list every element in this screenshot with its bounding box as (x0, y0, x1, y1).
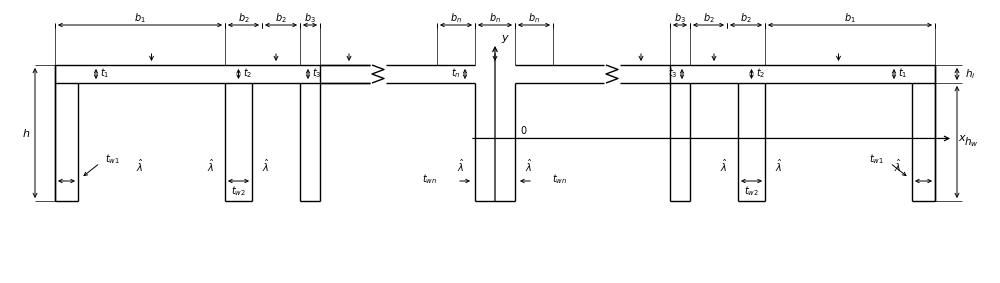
Text: $b_3$: $b_3$ (304, 11, 316, 25)
Text: $\hat{\lambda}$: $\hat{\lambda}$ (775, 158, 783, 174)
Text: $t_3$: $t_3$ (668, 66, 678, 80)
Text: $t_{wn}$: $t_{wn}$ (422, 172, 438, 186)
Text: $0$: $0$ (520, 125, 528, 136)
Text: $b_2$: $b_2$ (238, 11, 249, 25)
Text: $\hat{\lambda}$: $\hat{\lambda}$ (457, 158, 465, 174)
Text: $b_2$: $b_2$ (275, 11, 287, 25)
Text: $t_{w1}$: $t_{w1}$ (105, 152, 121, 166)
Text: $b_n$: $b_n$ (528, 11, 540, 25)
Text: $t_3$: $t_3$ (312, 66, 322, 80)
Text: $t_n$: $t_n$ (451, 66, 461, 80)
Text: $t_2$: $t_2$ (243, 66, 252, 80)
Text: $h_w$: $h_w$ (964, 135, 978, 149)
Text: $b_3$: $b_3$ (674, 11, 686, 25)
Text: $b_n$: $b_n$ (450, 11, 462, 25)
Text: $\hat{\lambda}$: $\hat{\lambda}$ (894, 158, 902, 174)
Text: $t_1$: $t_1$ (100, 66, 110, 80)
Text: $h$: $h$ (22, 127, 30, 139)
Text: $x$: $x$ (958, 134, 966, 143)
Text: $b_1$: $b_1$ (134, 11, 146, 25)
Text: $\hat{\lambda}$: $\hat{\lambda}$ (136, 158, 143, 174)
Text: $h_i$: $h_i$ (965, 67, 975, 81)
Text: $t_{w1}$: $t_{w1}$ (869, 152, 885, 166)
Text: $t_{wn}$: $t_{wn}$ (552, 172, 568, 186)
Text: $\hat{\lambda}$: $\hat{\lambda}$ (720, 158, 728, 174)
Text: $b_n$: $b_n$ (489, 11, 501, 25)
Text: $t_{w2}$: $t_{w2}$ (231, 184, 246, 198)
Text: $b_2$: $b_2$ (740, 11, 752, 25)
Text: $y$: $y$ (501, 33, 509, 45)
Text: $t_1$: $t_1$ (898, 66, 908, 80)
Text: $t_2$: $t_2$ (756, 66, 765, 80)
Text: $\hat{\lambda}$: $\hat{\lambda}$ (207, 158, 215, 174)
Text: $\hat{\lambda}$: $\hat{\lambda}$ (525, 158, 533, 174)
Text: $b_1$: $b_1$ (844, 11, 856, 25)
Text: $t_{w2}$: $t_{w2}$ (744, 184, 759, 198)
Text: $\hat{\lambda}$: $\hat{\lambda}$ (262, 158, 270, 174)
Text: $b_2$: $b_2$ (703, 11, 714, 25)
